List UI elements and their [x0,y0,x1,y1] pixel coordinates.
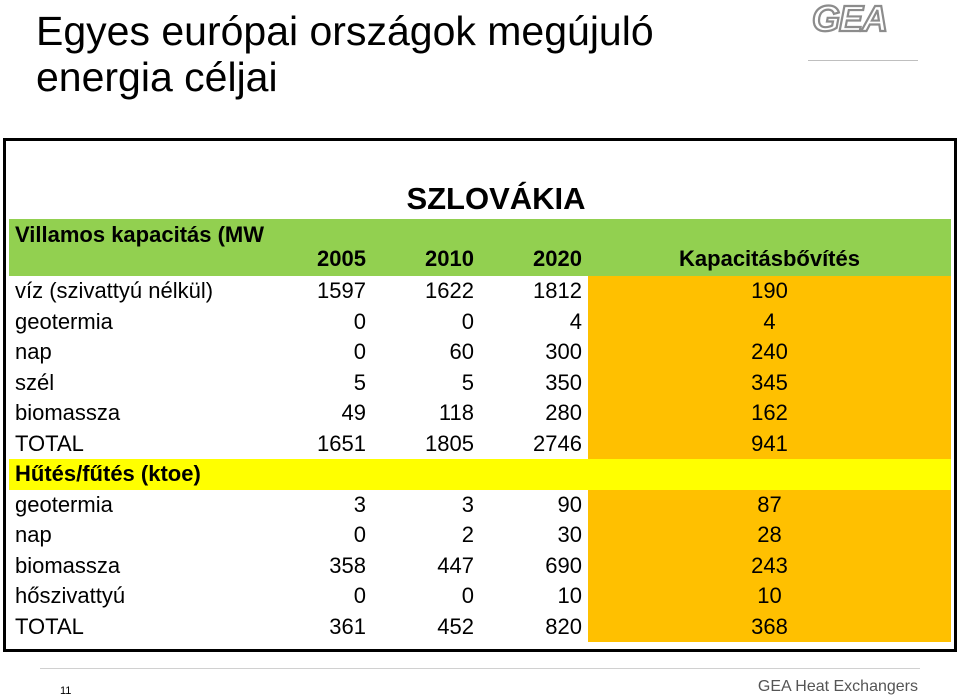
header-2005: 2005 [264,219,372,276]
cell-expansion: 941 [588,428,951,459]
page-title: Egyes európai országok megújuló energia … [36,8,654,100]
cell-2005: 3 [353,491,366,517]
cell-expansion: 87 [588,489,951,520]
cell-2005: 1597 [317,278,366,303]
cell-2005: 0 [353,308,366,334]
header-divider [808,60,918,61]
cell-expansion: 162 [588,398,951,429]
heating-section-header: Hűtés/fűtés (ktoe) [9,459,264,490]
header-2020: 2020 [480,219,588,276]
row-label-total: TOTAL [15,430,84,456]
cell-2020: 10 [557,583,582,608]
cell-2010: 447 [437,552,474,578]
data-table-frame: SZLOVÁKIA Villamos kapacitás (MW) 2005 2… [3,138,957,652]
cell-expansion: 4 [588,306,951,337]
row-label: nap [15,339,52,364]
cell-2010: 1805 [425,430,474,456]
cell-2020: 350 [545,369,582,395]
row-label: nap [15,522,52,547]
row-label-total: TOTAL [15,613,84,639]
row-label: biomassza [15,400,121,425]
section-header-spacer [480,459,588,490]
section-header-spacer [588,459,951,490]
cell-2010: 2 [461,522,474,547]
page-number: 11 [60,685,72,697]
cell-2010: 0 [461,308,474,334]
row-label: víz (szivattyú nélkül) [15,278,214,303]
cell-2020: 300 [545,339,582,364]
cell-2005: 1651 [317,430,366,456]
row-label: szél [15,369,55,395]
cell-2005: 0 [353,522,366,547]
gea-logo: GEA [812,0,889,36]
row-label: hőszivattyú [15,583,126,608]
cell-2010: 118 [438,400,474,425]
footer-company: GEA Heat Exchangers [757,678,918,695]
cell-2005: 361 [329,613,366,639]
cell-expansion: 368 [588,611,951,642]
cell-expansion: 345 [588,367,951,398]
cell-2005: 49 [341,400,366,425]
cell-expansion: 10 [588,581,951,612]
cell-2020: 90 [557,491,582,517]
cell-2010: 452 [437,613,474,639]
cell-2020: 30 [557,522,582,547]
cell-2005: 358 [329,552,366,578]
cell-expansion: 243 [588,550,951,581]
header-expansion: Kapacitásbővítés [588,219,951,276]
cell-2010: 1622 [425,278,474,303]
cell-2005: 0 [353,583,366,608]
header-electric-capacity: Villamos kapacitás (MW) [9,219,264,276]
cell-2010: 0 [461,583,474,608]
capacity-table: Villamos kapacitás (MW) 2005 2010 2020 K… [9,219,951,642]
cell-2010: 5 [461,369,474,395]
cell-2020: 280 [545,400,582,425]
cell-2020: 4 [569,308,582,334]
country-title: SZLOVÁKIA [406,181,586,216]
header-2010: 2010 [372,219,480,276]
cell-2010: 3 [461,491,474,517]
svg-text:GEA: GEA [812,0,887,36]
cell-expansion: 28 [588,520,951,551]
cell-expansion: 190 [588,276,951,307]
cell-2005: 0 [353,339,366,364]
section-header-spacer [264,459,372,490]
row-label: geotermia [15,491,113,517]
cell-2020: 2746 [533,430,582,456]
cell-expansion: 240 [588,337,951,368]
section-header-spacer [372,459,480,490]
row-label: geotermia [15,308,113,334]
row-label: biomassza [15,552,121,578]
cell-2020: 820 [545,613,582,639]
cell-2005: 5 [353,369,366,395]
footer-divider [40,668,920,669]
cell-2020: 690 [545,552,582,578]
cell-2010: 60 [449,339,474,364]
cell-2020: 1812 [533,278,582,303]
